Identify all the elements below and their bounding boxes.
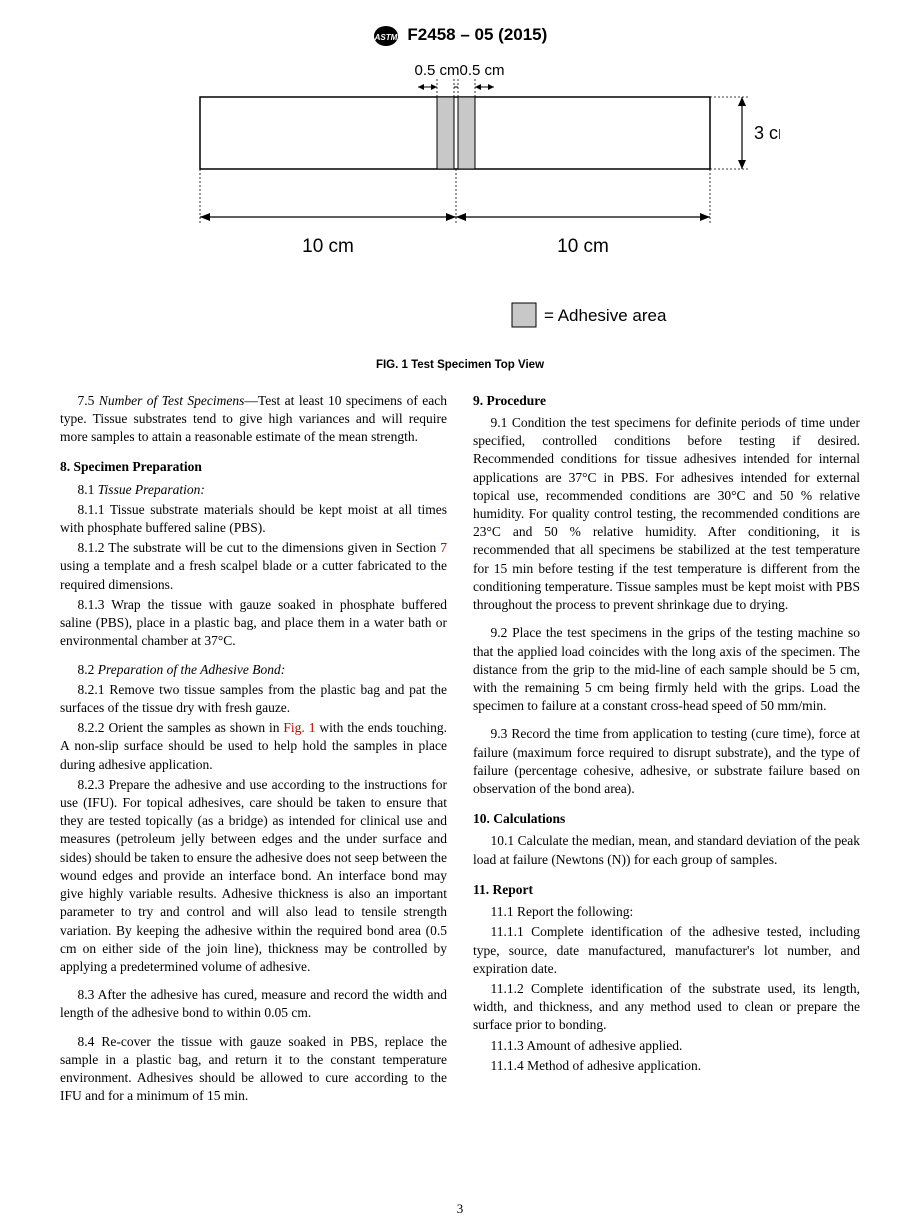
adhesive-band-right xyxy=(458,97,475,169)
standard-number: F2458 – 05 (2015) xyxy=(407,25,547,44)
specimen-outline xyxy=(200,97,710,169)
dim-label-top-right: 0.5 cm xyxy=(459,62,504,79)
dim-label-right: 3 cm xyxy=(754,123,780,143)
section-9-title: 9. Procedure xyxy=(473,392,860,410)
para-11-1: 11.1 Report the following: xyxy=(473,903,860,921)
para-10-1: 10.1 Calculate the median, mean, and sta… xyxy=(473,832,860,868)
para-8-1-2: 8.1.2 The substrate will be cut to the d… xyxy=(60,539,447,594)
para-8-4: 8.4 Re-cover the tissue with gauze soake… xyxy=(60,1033,447,1106)
dim-label-bottom-left: 10 cm xyxy=(302,236,354,257)
figure-caption: FIG. 1 Test Specimen Top View xyxy=(60,358,860,374)
para-8-3: 8.3 After the adhesive has cured, measur… xyxy=(60,986,447,1022)
para-8-2-2: 8.2.2 Orient the samples as shown in Fig… xyxy=(60,719,447,774)
para-8-1-3: 8.1.3 Wrap the tissue with gauze soaked … xyxy=(60,596,447,651)
specimen-diagram: 0.5 cm 0.5 cm 3 cm 1 xyxy=(140,57,780,347)
section-8-title: 8. Specimen Preparation xyxy=(60,458,447,476)
dim-label-bottom-right: 10 cm xyxy=(557,236,609,257)
svg-text:ASTM: ASTM xyxy=(373,33,397,42)
para-11-1-1: 11.1.1 Complete identification of the ad… xyxy=(473,923,860,978)
para-7-5: 7.5 Number of Test Specimens—Test at lea… xyxy=(60,392,447,447)
para-9-1: 9.1 Condition the test specimens for def… xyxy=(473,414,860,614)
page-number: 3 xyxy=(0,1200,920,1218)
section-10-title: 10. Calculations xyxy=(473,810,860,828)
para-9-2: 9.2 Place the test specimens in the grip… xyxy=(473,624,860,715)
para-8-1: 8.1 Tissue Preparation: xyxy=(60,481,447,499)
legend-label: = Adhesive area xyxy=(544,306,667,325)
para-11-1-2: 11.1.2 Complete identification of the su… xyxy=(473,980,860,1035)
para-11-1-3: 11.1.3 Amount of adhesive applied. xyxy=(473,1037,860,1055)
astm-logo-icon: ASTM xyxy=(373,25,399,47)
legend-swatch xyxy=(512,303,536,327)
body-columns: 7.5 Number of Test Specimens—Test at lea… xyxy=(60,392,860,1106)
adhesive-band-left xyxy=(437,97,454,169)
figure-1: 0.5 cm 0.5 cm 3 cm 1 xyxy=(60,57,860,374)
para-8-2: 8.2 Preparation of the Adhesive Bond: xyxy=(60,661,447,679)
para-8-1-1: 8.1.1 Tissue substrate materials should … xyxy=(60,501,447,537)
ref-fig-1[interactable]: Fig. 1 xyxy=(283,720,315,735)
para-9-3: 9.3 Record the time from application to … xyxy=(473,725,860,798)
para-8-2-3: 8.2.3 Prepare the adhesive and use accor… xyxy=(60,776,447,976)
ref-section-7[interactable]: 7 xyxy=(440,540,447,555)
page-header: ASTM F2458 – 05 (2015) xyxy=(60,24,860,47)
para-8-2-1: 8.2.1 Remove two tissue samples from the… xyxy=(60,681,447,717)
section-11-title: 11. Report xyxy=(473,881,860,899)
para-11-1-4: 11.1.4 Method of adhesive application. xyxy=(473,1057,860,1075)
dim-label-top-left: 0.5 cm xyxy=(414,62,459,79)
